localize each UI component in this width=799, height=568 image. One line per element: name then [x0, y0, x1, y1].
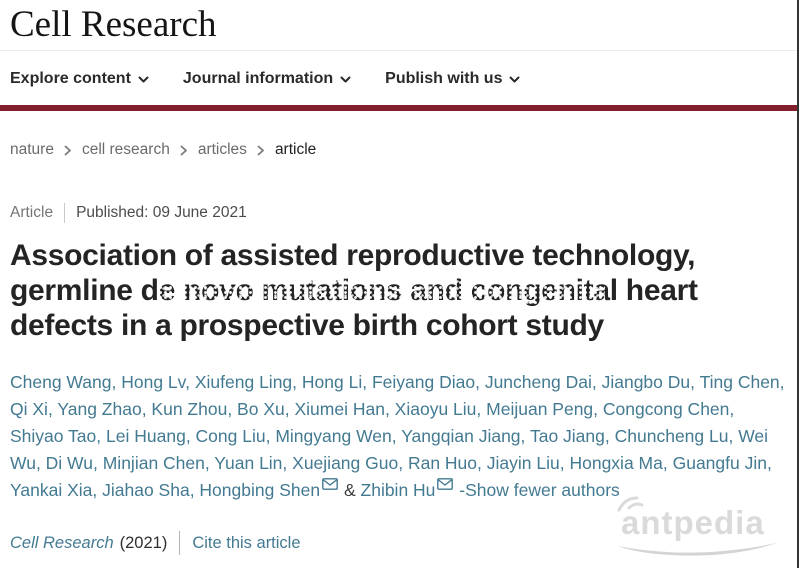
masthead: Cell Research	[0, 0, 797, 51]
breadcrumb-chevron-icon	[64, 145, 72, 156]
author-link[interactable]: Yang Zhao	[57, 399, 142, 419]
author-link[interactable]: Tao Jiang	[529, 426, 605, 446]
author-link[interactable]: Wei Wu	[10, 426, 769, 473]
chevron-down-icon	[340, 76, 351, 82]
author-link[interactable]: Feiyang Diao	[371, 372, 476, 392]
nav-item-explore-content[interactable]: Explore content	[10, 70, 149, 88]
nav-item-journal-information[interactable]: Journal information	[183, 70, 351, 88]
meta-divider	[64, 203, 66, 223]
cite-this-article-link[interactable]: Cite this article	[192, 533, 301, 552]
breadcrumb-chevron-icon	[180, 145, 188, 156]
nav-item-publish-with-us[interactable]: Publish with us	[385, 70, 520, 88]
breadcrumb-item-article: article	[274, 141, 317, 158]
author-link[interactable]: Xuejiang Guo	[292, 453, 399, 473]
author-link[interactable]: Qi Xi	[10, 399, 48, 419]
author-link[interactable]: Cheng Wang	[10, 372, 112, 392]
author-link[interactable]: Bo Xu	[237, 399, 285, 419]
author-link[interactable]: Guangfu Jin	[672, 453, 767, 473]
author-link[interactable]: Jiahao Sha	[102, 480, 190, 500]
author-link[interactable]: Juncheng Dai	[484, 372, 592, 392]
breadcrumb: nature cell research articles article	[10, 141, 797, 159]
author-link[interactable]: Hongbing Shen	[199, 480, 321, 500]
nav-item-label: Explore content	[10, 69, 131, 87]
author-link[interactable]: Minjian Chen	[102, 453, 205, 473]
email-icon[interactable]	[437, 478, 454, 490]
author-link[interactable]: Kun Zhou	[151, 399, 228, 419]
title-line: defects in a prospective birth cohort st…	[10, 309, 604, 342]
breadcrumb-chevron-icon	[257, 145, 265, 156]
journal-logo[interactable]: Cell Research	[10, 4, 217, 45]
article-meta: Article Published: 09 June 2021	[10, 203, 797, 223]
author-link[interactable]: Zhibin Hu	[360, 480, 436, 500]
email-icon[interactable]	[322, 478, 338, 490]
author-link[interactable]: Hong Li	[301, 372, 363, 392]
author-link[interactable]: Xiufeng Ling	[194, 372, 293, 392]
brand-bar	[0, 105, 797, 111]
author-list: Cheng Wang, Hong Lv, Xiufeng Ling, Hong …	[10, 372, 785, 500]
author-link[interactable]: Yankai Xia	[10, 480, 93, 500]
author-link[interactable]: Lei Huang	[106, 426, 186, 446]
breadcrumb-item-cell-research[interactable]: cell research	[81, 141, 170, 158]
author-link[interactable]: Cong Liu	[195, 426, 266, 446]
nav-item-label: Publish with us	[385, 69, 503, 87]
article-type-label: Article	[10, 204, 54, 221]
citation-year: (2021)	[119, 533, 168, 552]
author-link[interactable]: Hongxia Ma	[569, 453, 663, 473]
author-link[interactable]: Jiangbo Du	[601, 372, 691, 392]
title-line: Association of assisted reproductive tec…	[10, 239, 696, 272]
breadcrumb-item-articles[interactable]: articles	[197, 141, 247, 158]
author-link[interactable]: Congcong Chen	[602, 399, 730, 419]
show-fewer-authors-link[interactable]: -Show fewer authors	[459, 480, 620, 500]
published-date: Published: 09 June 2021	[76, 204, 247, 221]
author-link[interactable]: Xiumei Han	[294, 399, 385, 419]
author-link[interactable]: Xiaoyu Liu	[394, 399, 477, 419]
author-link[interactable]: Di Wu	[45, 453, 93, 473]
author-link[interactable]: Ting Chen	[699, 372, 780, 392]
title-line: germline de novo mutations and congenita…	[10, 274, 698, 307]
breadcrumb-item-nature[interactable]: nature	[10, 141, 54, 158]
top-nav: Explore content Journal information Publis…	[0, 51, 797, 105]
author-link[interactable]: Yangqian Jiang	[401, 426, 521, 446]
citation-divider	[179, 531, 181, 555]
article-title: Association of assisted reproductive tec…	[10, 238, 787, 343]
chevron-down-icon	[138, 76, 149, 82]
author-link[interactable]: Shiyao Tao	[10, 426, 97, 446]
author-link[interactable]: Meijuan Peng	[486, 399, 594, 419]
author-link[interactable]: Yuan Lin	[214, 453, 283, 473]
ampersand: &	[343, 480, 356, 500]
author-link[interactable]: Hong Lv	[121, 372, 186, 392]
author-link[interactable]: Mingyang Wen	[275, 426, 392, 446]
citation-line: Cell Research (2021) Cite this article	[10, 531, 797, 555]
author-link[interactable]: Chuncheng Lu	[614, 426, 729, 446]
nav-item-label: Journal information	[182, 69, 334, 87]
author-link[interactable]: Ran Huo	[407, 453, 478, 473]
chevron-down-icon	[509, 76, 520, 82]
citation-journal: Cell Research	[10, 533, 114, 552]
author-link[interactable]: Jiayin Liu	[486, 453, 560, 473]
